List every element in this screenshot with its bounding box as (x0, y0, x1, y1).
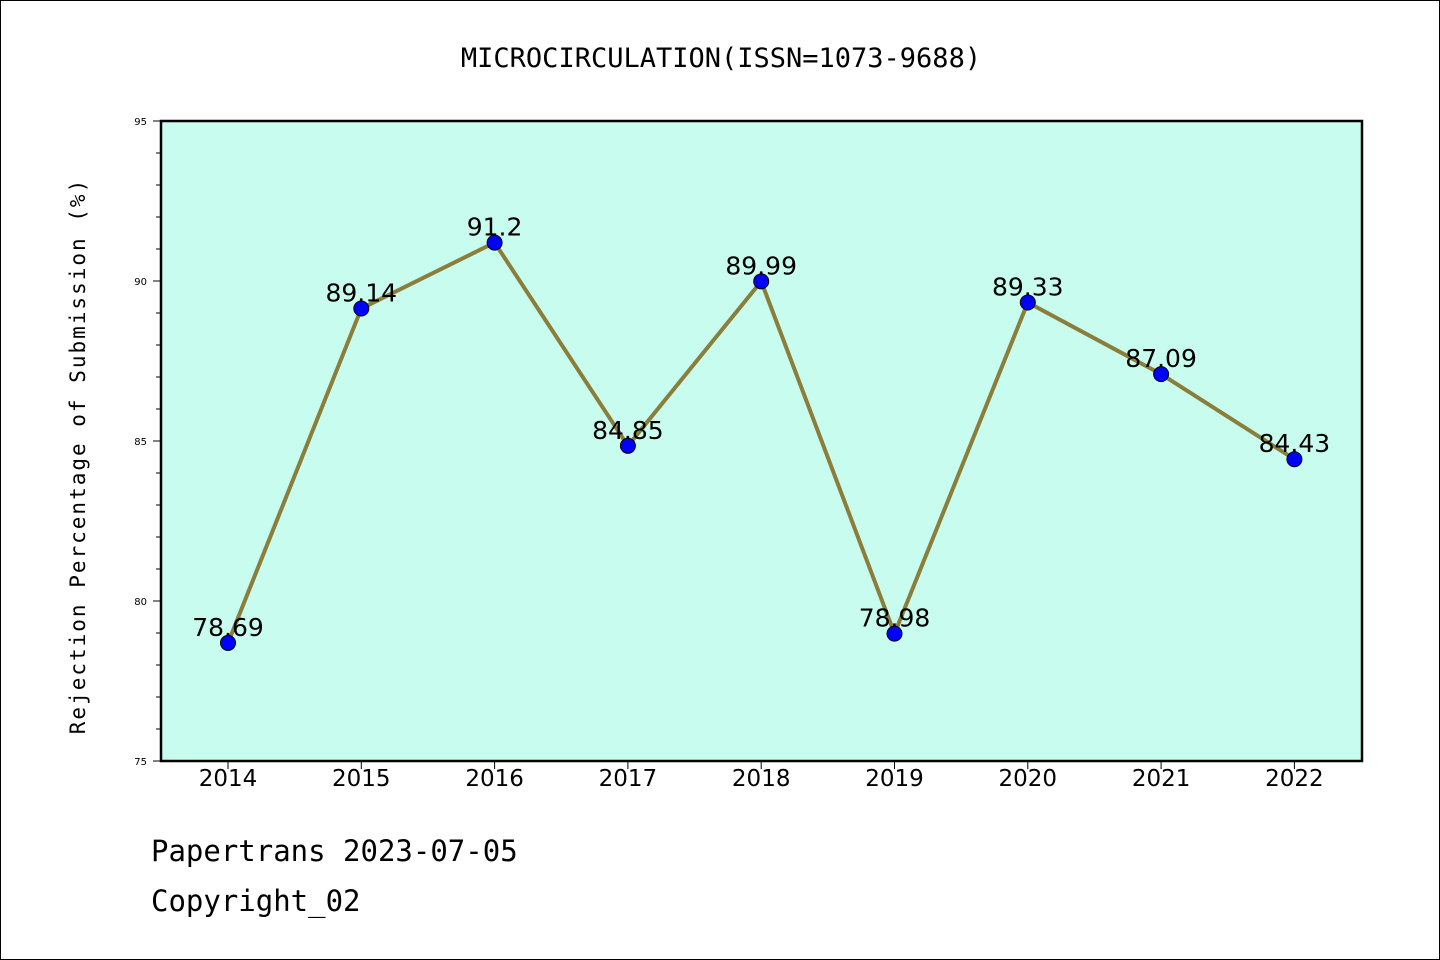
x-tick-label: 2018 (732, 766, 791, 792)
y-tick-label: 85 (134, 437, 147, 448)
x-tick-label: 2015 (332, 766, 391, 792)
x-tick-label: 2022 (1265, 766, 1324, 792)
data-point (619, 437, 636, 454)
data-point (753, 273, 770, 290)
data-label: 89.33 (992, 272, 1064, 301)
data-point (1153, 366, 1170, 383)
x-tick-label: 2021 (1132, 766, 1191, 792)
data-point (220, 634, 236, 651)
series-markers (220, 234, 1303, 651)
y-tick-label: 95 (134, 117, 147, 128)
data-label: 84.43 (1259, 429, 1331, 458)
plot-area (159, 119, 1364, 763)
data-label: 78.69 (192, 613, 264, 642)
data-label: 89.14 (326, 279, 398, 308)
footer-source: Papertrans 2023-07-05 (151, 834, 518, 868)
footer-copyright: Copyright_02 (151, 884, 361, 918)
x-tick-label: 2020 (999, 766, 1058, 792)
x-tick-label: 2014 (199, 766, 258, 792)
y-tick-label: 80 (134, 597, 147, 608)
data-label: 89.99 (725, 251, 797, 280)
data-label: 87.09 (1125, 344, 1197, 373)
data-point (886, 625, 903, 642)
x-tick-label: 2019 (865, 766, 924, 792)
data-label: 84.85 (592, 416, 664, 445)
x-tick-label: 2017 (599, 766, 658, 792)
data-label: 91.2 (467, 213, 523, 242)
data-labels: 78.69 89.14 91.2 84.85 89.99 78.98 89.33 87.09 8… (192, 213, 1330, 642)
x-tick-label: 2016 (465, 766, 524, 792)
y-axis-label: Rejection Percentage of Submission (%) (66, 178, 90, 734)
data-label: 78.98 (859, 604, 931, 633)
data-point (353, 300, 370, 317)
data-point (486, 234, 503, 251)
data-point (1286, 451, 1303, 468)
y-tick-label: 90 (134, 277, 147, 288)
y-tick-label: 75 (134, 757, 147, 768)
data-point (1019, 294, 1036, 311)
y-axis: 75 80 85 90 95 (134, 117, 161, 768)
x-axis: 2014 2015 2016 2017 2018 2019 2020 2021 2022 (199, 761, 1324, 792)
chart-title: MICROCIRCULATION(ISSN=1073-9688) (461, 43, 981, 74)
